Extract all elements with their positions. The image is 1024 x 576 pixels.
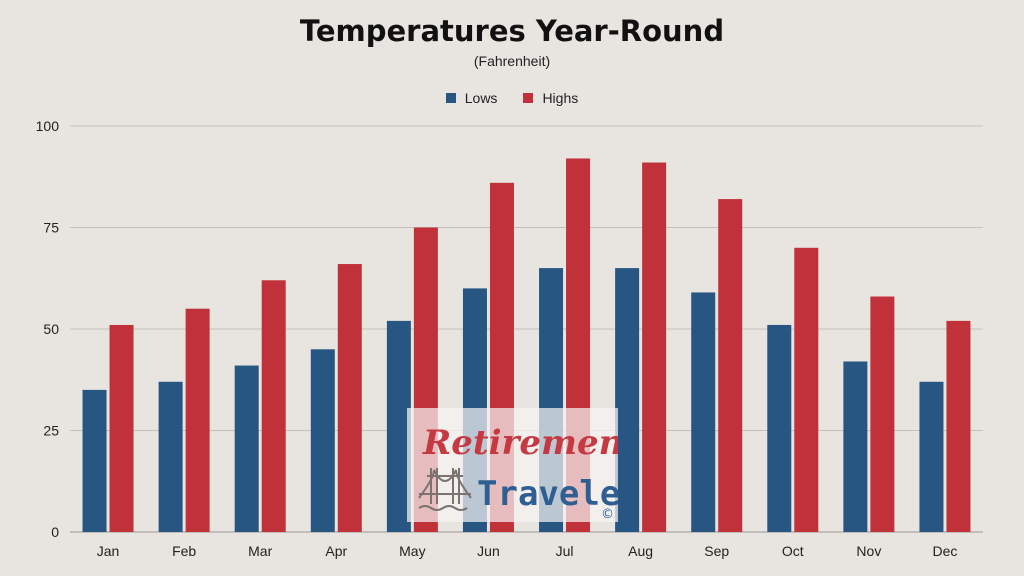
bar-lows-sep [691, 292, 716, 532]
x-tick-label: Mar [248, 543, 272, 559]
watermark-svg: Retirement Travelers © [418, 423, 661, 522]
bar-highs-dec [946, 320, 971, 532]
legend-label-lows: Lows [464, 90, 498, 106]
tick-labels: 0 25 50 75 100 Jan Feb Mar Apr May Jun Jul Aug Sep Oct… [36, 118, 958, 559]
bar-highs-aug [642, 162, 667, 533]
chart-legend: Lows Highs [0, 90, 1024, 106]
watermark-line2: Travelers [477, 474, 618, 514]
bar-lows-nov [843, 361, 868, 532]
legend-swatch-lows [445, 93, 456, 103]
x-tick-label: May [399, 543, 425, 559]
x-tick-label: Jun [477, 543, 500, 559]
chart-subtitle: (Fahrenheit) [473, 53, 551, 69]
y-tick-label: 75 [43, 220, 59, 236]
x-tick-label: Sep [704, 543, 729, 559]
x-tick-label: Apr [325, 543, 347, 559]
x-tick-label: Nov [856, 543, 881, 559]
x-tick-label: Dec [933, 543, 958, 559]
x-tick-label: Feb [172, 543, 196, 559]
copyright-symbol: © [601, 507, 614, 522]
golden-gate-bridge-icon [418, 468, 472, 511]
x-tick-label: Jul [556, 543, 574, 559]
bar-lows-mar [234, 365, 259, 532]
y-tick-label: 100 [36, 118, 60, 134]
watermark-line1: Retirement [422, 423, 618, 463]
bar-highs-sep [718, 199, 743, 532]
bar-lows-apr [310, 349, 335, 532]
bar-lows-oct [767, 324, 792, 532]
chart-title: Temperatures Year-Round [299, 14, 725, 48]
legend-item-lows: Lows [445, 90, 498, 106]
bar-lows-jan [82, 389, 107, 532]
y-tick-label: 0 [51, 524, 59, 540]
y-tick-label: 25 [43, 423, 59, 439]
watermark-logo: Retirement Travelers © [407, 408, 661, 522]
legend-item-highs: Highs [523, 90, 578, 106]
x-tick-label: Aug [628, 543, 653, 559]
bar-lows-dec [919, 381, 944, 532]
bar-highs-feb [185, 308, 210, 532]
legend-swatch-highs [523, 93, 534, 103]
bar-highs-jan [109, 324, 134, 532]
x-tick-label: Oct [782, 543, 804, 559]
bar-highs-oct [794, 247, 819, 533]
bar-highs-mar [261, 280, 286, 532]
bar-lows-feb [158, 381, 183, 532]
bar-highs-apr [337, 264, 362, 532]
bar-highs-nov [870, 296, 895, 532]
bar-lows-aug [615, 268, 640, 532]
bar-lows-may [386, 320, 411, 532]
x-tick-label: Jan [97, 543, 120, 559]
y-tick-label: 50 [43, 321, 59, 337]
legend-label-highs: Highs [542, 90, 579, 106]
